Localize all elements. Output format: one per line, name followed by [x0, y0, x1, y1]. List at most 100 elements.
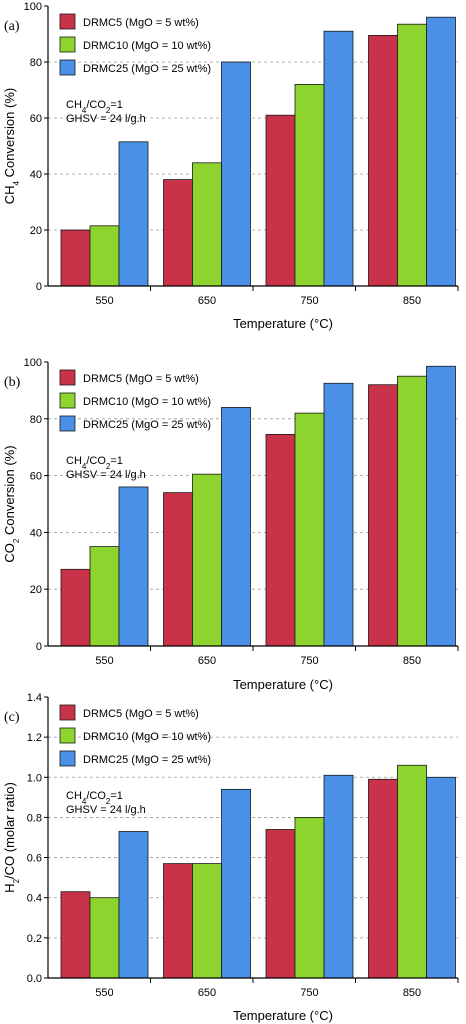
legend-label: DRMC5 (MgO = 5 wt%): [83, 17, 199, 29]
bar-750-s3: [323, 774, 354, 979]
y-tick-label: 60: [30, 113, 42, 125]
bar-650-s3: [221, 407, 251, 647]
x-tick-label: 550: [95, 987, 113, 999]
y-tick-label: 0: [36, 641, 42, 653]
legend-label: DRMC10 (MgO = 10 wt%): [83, 40, 211, 52]
x-tick-label: 750: [300, 295, 318, 307]
conditions-text: GHSV = 24 l/g.h: [66, 469, 146, 481]
legend-label: DRMC10 (MgO = 10 wt%): [83, 731, 211, 743]
legend-swatch: [59, 369, 76, 386]
bar-850-s1: [368, 384, 398, 647]
legend-label: DRMC25 (MgO = 25 wt%): [83, 63, 211, 75]
x-tick-label: 650: [198, 295, 216, 307]
legend-label: DRMC5 (MgO = 5 wt%): [83, 708, 199, 720]
conditions-text-part: 2: [106, 797, 111, 806]
bar-750-s3: [323, 382, 354, 647]
legend-label: DRMC25 (MgO = 25 wt%): [83, 754, 211, 766]
y-tick-label: 0.2: [27, 933, 42, 945]
y-axis-title: H2/CO (molar ratio): [2, 782, 21, 893]
y-tick-label: 0.4: [27, 893, 42, 905]
x-tick-label: 850: [403, 295, 421, 307]
bar-750-s2: [294, 412, 325, 647]
y-axis-title-part: 2: [12, 878, 21, 883]
y-axis-title: CH4 Conversion (%): [2, 88, 21, 204]
conditions-text-part: =1: [110, 455, 123, 467]
bar-650-s2: [192, 863, 222, 979]
legend-swatch: [59, 13, 76, 30]
bar-550-s1: [60, 229, 91, 287]
x-axis-title: Temperature (°C): [233, 677, 333, 692]
conditions-text-part: =1: [110, 790, 123, 802]
conditions-text: CH4/CO2=1: [66, 455, 123, 471]
legend-swatch: [59, 59, 76, 76]
bar-850-s1: [368, 778, 398, 979]
legend-swatch: [59, 704, 76, 721]
conditions-text-part: /CO: [86, 99, 106, 111]
bar-650-s1: [163, 179, 193, 287]
bar-650-s1: [163, 863, 193, 979]
y-axis-title-part: H: [2, 883, 17, 892]
conditions-text: GHSV = 24 l/g.h: [66, 113, 146, 125]
y-tick-label: 100: [24, 357, 42, 369]
chart-panel-1: 550 650 750 850 0 20 40 60 80 100 Temperature (°C)…: [2, 1, 459, 331]
conditions-text-part: CH: [66, 790, 82, 802]
y-tick-label: 40: [30, 169, 42, 181]
bar-550-s2: [89, 897, 120, 979]
x-axis-title: Temperature (°C): [233, 316, 333, 331]
y-tick-label: 0.0: [27, 973, 42, 985]
x-tick-label: 750: [300, 655, 318, 667]
legend: DRMC5 (MgO = 5 wt%) DRMC10 (MgO = 10 wt%)…: [59, 13, 211, 76]
bar-850-s3: [426, 365, 456, 647]
conditions-text-part: =1: [110, 99, 123, 111]
x-tick-label: 850: [403, 655, 421, 667]
conditions-text-part: 4: [82, 462, 87, 471]
conditions-text-part: 2: [106, 462, 111, 471]
bar-750-s2: [294, 817, 325, 979]
y-tick-label: 100: [24, 1, 42, 13]
legend-swatch: [59, 392, 76, 409]
bar-750-s1: [265, 114, 296, 287]
bar-750-s3: [323, 30, 354, 287]
bar-550-s3: [118, 141, 149, 287]
conditions-text: CH4/CO2=1: [66, 99, 123, 115]
conditions-text-part: 4: [82, 797, 87, 806]
y-axis-title-part: Conversion (%): [2, 88, 17, 181]
bar-750-s1: [265, 434, 296, 647]
bar-850-s2: [397, 23, 427, 287]
y-tick-label: 80: [30, 414, 42, 426]
legend: DRMC5 (MgO = 5 wt%) DRMC10 (MgO = 10 wt%)…: [59, 704, 211, 767]
bar-650-s1: [163, 492, 193, 647]
bar-850-s1: [368, 35, 398, 287]
chart-panel-2: 550 650 750 850 0 20 40 60 80 100 Temperature (°C)…: [2, 357, 459, 692]
conditions-text-part: 4: [82, 106, 87, 115]
chart-panel-3: 550 650 750 850 0.0 0.2 0.4 0.6 0.8 1.0 1.2 1.4 Temp…: [2, 692, 459, 1023]
x-tick-label: 550: [95, 295, 113, 307]
legend-swatch: [59, 727, 76, 744]
conditions-text: GHSV = 24 l/g.h: [66, 804, 146, 816]
bar-850-s2: [397, 375, 427, 647]
y-tick-label: 1.4: [27, 692, 42, 704]
x-tick-label: 650: [198, 655, 216, 667]
bar-850-s3: [426, 16, 456, 287]
panel-label: (a): [4, 19, 20, 34]
y-tick-label: 80: [30, 57, 42, 69]
conditions-text-part: CH: [66, 99, 82, 111]
conditions-text-part: 2: [106, 106, 111, 115]
legend-swatch: [59, 415, 76, 432]
conditions-text: CH4/CO2=1: [66, 790, 123, 806]
bar-750-s2: [294, 84, 325, 287]
conditions-text-part: GHSV = 24 l/g.h: [66, 469, 146, 481]
bar-650-s2: [192, 473, 222, 647]
x-tick-label: 850: [403, 987, 421, 999]
x-axis-title: Temperature (°C): [233, 1008, 333, 1023]
conditions-text-part: /CO: [86, 455, 106, 467]
panel-label: (c): [4, 710, 20, 725]
legend-label: DRMC5 (MgO = 5 wt%): [83, 373, 199, 385]
conditions-text-part: GHSV = 24 l/g.h: [66, 804, 146, 816]
y-tick-label: 1.2: [27, 732, 42, 744]
bar-650-s3: [221, 788, 251, 979]
x-tick-label: 550: [95, 655, 113, 667]
y-tick-label: 20: [30, 225, 42, 237]
y-axis-title-part: Conversion (%): [2, 445, 17, 538]
y-tick-label: 0.6: [27, 853, 42, 865]
